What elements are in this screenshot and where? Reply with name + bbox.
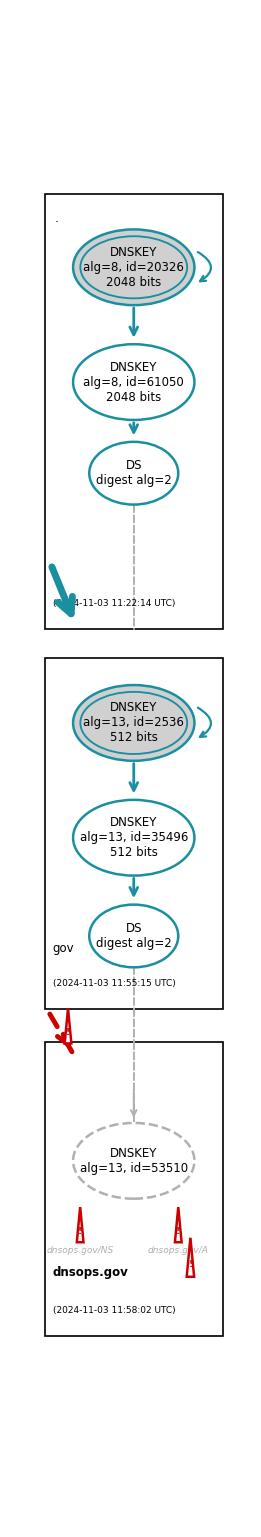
Ellipse shape xyxy=(73,686,194,761)
Text: gov: gov xyxy=(53,942,74,954)
FancyArrowPatch shape xyxy=(198,252,211,281)
Text: dnsops.gov/A: dnsops.gov/A xyxy=(148,1247,209,1256)
Text: (2024-11-03 11:58:02 UTC): (2024-11-03 11:58:02 UTC) xyxy=(53,1305,175,1314)
Text: dnsops.gov/NS: dnsops.gov/NS xyxy=(46,1247,114,1256)
FancyBboxPatch shape xyxy=(45,1042,223,1336)
Text: DNSKEY
alg=8, id=61050
2048 bits: DNSKEY alg=8, id=61050 2048 bits xyxy=(83,361,184,404)
Text: (2024-11-03 11:55:15 UTC): (2024-11-03 11:55:15 UTC) xyxy=(53,979,176,988)
Ellipse shape xyxy=(89,905,178,967)
Text: !: ! xyxy=(176,1227,180,1236)
Text: dnsops.gov: dnsops.gov xyxy=(53,1266,129,1279)
Text: DNSKEY
alg=13, id=53510: DNSKEY alg=13, id=53510 xyxy=(80,1147,188,1174)
Polygon shape xyxy=(77,1207,84,1242)
Text: !: ! xyxy=(78,1227,82,1236)
Ellipse shape xyxy=(73,1124,194,1199)
Ellipse shape xyxy=(89,441,178,504)
FancyBboxPatch shape xyxy=(45,194,223,630)
Polygon shape xyxy=(65,1008,71,1044)
Text: DS
digest alg=2: DS digest alg=2 xyxy=(96,460,172,487)
Text: DNSKEY
alg=8, id=20326
2048 bits: DNSKEY alg=8, id=20326 2048 bits xyxy=(83,246,184,289)
Polygon shape xyxy=(175,1207,182,1242)
Text: !: ! xyxy=(188,1260,192,1270)
Text: DNSKEY
alg=13, id=35496
512 bits: DNSKEY alg=13, id=35496 512 bits xyxy=(80,816,188,859)
FancyBboxPatch shape xyxy=(45,658,223,1010)
Ellipse shape xyxy=(73,344,194,420)
Text: .: . xyxy=(55,212,59,224)
Ellipse shape xyxy=(73,229,194,306)
Text: (2024-11-03 11:22:14 UTC): (2024-11-03 11:22:14 UTC) xyxy=(53,599,175,609)
Polygon shape xyxy=(187,1237,194,1277)
FancyArrowPatch shape xyxy=(198,707,211,736)
Text: !: ! xyxy=(66,1028,70,1037)
Text: DNSKEY
alg=13, id=2536
512 bits: DNSKEY alg=13, id=2536 512 bits xyxy=(83,701,184,744)
Ellipse shape xyxy=(73,799,194,876)
Text: DS
digest alg=2: DS digest alg=2 xyxy=(96,922,172,950)
